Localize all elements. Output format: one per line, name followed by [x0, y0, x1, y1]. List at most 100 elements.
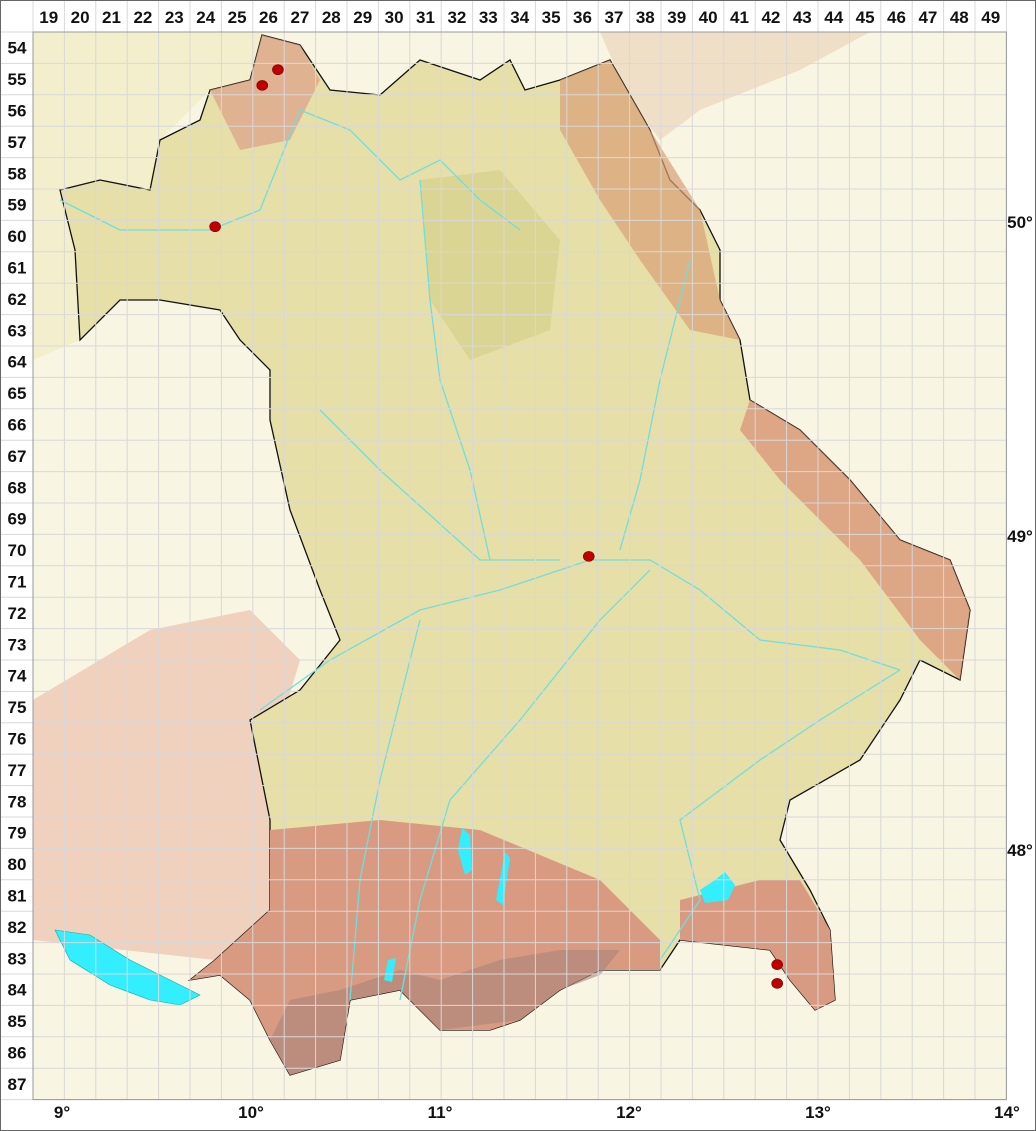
grid-column-label: 23 [165, 8, 184, 27]
grid-row-label: 64 [8, 353, 27, 372]
grid-row-label: 77 [8, 761, 27, 780]
grid-column-label: 43 [793, 8, 812, 27]
grid-row-label: 56 [8, 102, 27, 121]
grid-row-label: 68 [8, 478, 27, 497]
longitude-label: 11° [428, 1103, 453, 1122]
outside-region-southwest [33, 610, 300, 960]
grid-row-label: 73 [8, 635, 27, 654]
grid-row-label: 55 [8, 70, 27, 89]
river-isar [399, 569, 651, 1001]
river-regnitz [419, 179, 491, 561]
grid-column-label: 35 [542, 8, 561, 27]
grid-column-label: 42 [761, 8, 780, 27]
grid-row-label: 82 [8, 918, 27, 937]
grid-row-label: 59 [8, 196, 27, 215]
grid-row-label: 85 [8, 1012, 27, 1031]
longitude-label: 13° [805, 1103, 831, 1122]
river-danube [259, 559, 901, 711]
grid-column-label: 27 [290, 8, 309, 27]
grid-column-label: 19 [39, 8, 58, 27]
upland-region-east [560, 60, 740, 340]
occurrence-point [582, 551, 595, 562]
grid-row-label: 78 [8, 792, 27, 811]
grid-column-label: 28 [322, 8, 341, 27]
grid-column-label: 29 [353, 8, 372, 27]
grid-column-label: 41 [730, 8, 749, 27]
grid-row-label: 67 [8, 447, 27, 466]
grid-row-label: 71 [8, 573, 27, 592]
river-main [59, 109, 521, 231]
grid-row-label: 57 [8, 133, 27, 152]
occurrence-points [209, 64, 783, 989]
grid-column-label: 30 [385, 8, 404, 27]
grid-row-label: 54 [8, 39, 27, 58]
grid-row-label: 76 [8, 730, 27, 749]
occurrence-point [272, 64, 284, 75]
grid-column-label: 21 [102, 8, 121, 27]
grid-column-label: 40 [699, 8, 718, 27]
grid-column-label: 24 [196, 8, 215, 27]
grid-row-label: 60 [8, 227, 27, 246]
grid-row-label: 70 [8, 541, 27, 560]
river-lech [349, 619, 421, 1001]
longitude-label: 12° [616, 1103, 642, 1122]
occurrence-point [771, 978, 783, 989]
grid-row-label: 79 [8, 824, 27, 843]
grid-column-label: 37 [604, 8, 623, 27]
grid-column-label: 46 [887, 8, 906, 27]
high-alps [270, 950, 620, 1075]
lake-ammersee [458, 828, 472, 875]
grid-column-label: 44 [824, 8, 843, 27]
axis-labels: 19 20 21 22 23 24 25 26 27 28 29 30 31 32 33 34 35 36 37 38… [8, 8, 1034, 1122]
grid-column-label: 47 [918, 8, 937, 27]
grid-column-label: 34 [510, 8, 529, 27]
grid-row-label: 66 [8, 416, 27, 435]
outside-region-north [600, 32, 870, 140]
grid-column-label: 45 [856, 8, 875, 27]
grid-column-label: 38 [636, 8, 655, 27]
grid-row-label: 74 [8, 667, 27, 686]
map-border [32, 31, 1007, 1101]
grid-column-label: 32 [447, 8, 466, 27]
latitude-label: 48° [1007, 841, 1033, 860]
occurrence-point [771, 959, 783, 970]
longitude-label: 9° [54, 1103, 70, 1122]
grid-column-label: 26 [259, 8, 278, 27]
grid-column-label: 31 [416, 8, 435, 27]
longitude-label: 14° [994, 1103, 1020, 1122]
occurrence-point [256, 80, 269, 91]
lake-starnberg [496, 852, 510, 905]
outside-region-west [33, 32, 262, 360]
grid-column-label: 33 [479, 8, 498, 27]
occurrence-point [209, 221, 221, 232]
upland-region-north [420, 170, 560, 360]
latitude-label: 49° [1007, 527, 1033, 546]
grid-column-label: 39 [667, 8, 686, 27]
grid-row-label: 84 [8, 981, 27, 1000]
grid-row-label: 63 [8, 321, 27, 340]
latitude-label: 50° [1007, 213, 1033, 232]
grid-column-label: 36 [573, 8, 592, 27]
grid-row-label: 65 [8, 384, 27, 403]
grid-row-label: 80 [8, 855, 27, 874]
grid-row-label: 81 [8, 887, 27, 906]
longitude-label: 10° [238, 1103, 264, 1122]
grid-row-label: 75 [8, 698, 27, 717]
lake-forggensee [384, 958, 396, 982]
grid-column-label: 20 [71, 8, 90, 27]
grid-column-label: 22 [133, 8, 152, 27]
alpine-region-east [680, 880, 835, 1010]
grid-row-label: 86 [8, 1044, 27, 1063]
grid-row-label: 69 [8, 510, 27, 529]
grid-row-label: 61 [8, 259, 27, 278]
grid-column-label: 48 [950, 8, 969, 27]
grid-row-label: 87 [8, 1075, 27, 1094]
grid-row-label: 83 [8, 949, 27, 968]
grid-column-label: 25 [228, 8, 247, 27]
grid-column-label: 49 [981, 8, 1000, 27]
river-inn [659, 669, 901, 961]
rivers [59, 109, 901, 1001]
